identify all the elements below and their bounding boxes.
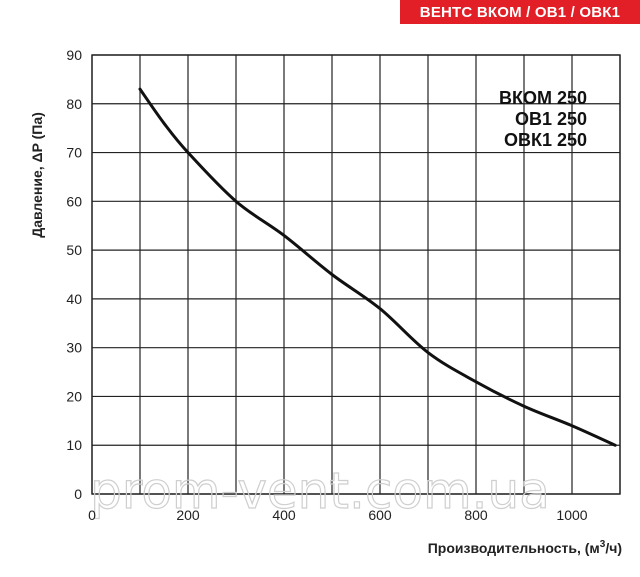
y-tick-label: 0	[74, 486, 82, 502]
header-banner: ВЕНТС ВКОМ / ОВ1 / ОВК1	[400, 0, 640, 24]
x-tick-label: 400	[272, 507, 296, 523]
y-tick-label: 40	[66, 291, 82, 307]
model-label: ВКОМ 250	[499, 88, 587, 108]
header-title: ВЕНТС ВКОМ / ОВ1 / ОВК1	[419, 3, 621, 21]
x-tick-label: 600	[368, 507, 392, 523]
y-tick-label: 30	[66, 340, 82, 356]
series-layer	[138, 87, 617, 447]
y-tick-label: 60	[66, 193, 82, 209]
x-tick-label: 800	[464, 507, 488, 523]
y-tick-label: 90	[66, 47, 82, 63]
x-axis-title: Производительность, (м3/ч)	[428, 539, 622, 556]
x-tick-label: 0	[88, 507, 96, 523]
y-axis-title: Давление, ΔP (Па)	[29, 112, 45, 238]
tick-labels: 0 10 20 30 40 50 60 70 80 90 0 200 400 600 800 1000	[66, 47, 587, 523]
model-label: ОВ1 250	[515, 109, 587, 129]
watermark-layer: prom-vent.com.ua	[90, 461, 551, 520]
model-label: ОВК1 250	[504, 130, 587, 150]
watermark-text: prom-vent.com.ua	[90, 462, 550, 520]
x-tick-label: 1000	[556, 507, 587, 523]
y-tick-label: 20	[66, 388, 82, 404]
grid	[91, 54, 621, 495]
y-tick-label: 70	[66, 145, 82, 161]
y-tick-label: 80	[66, 96, 82, 112]
series-line	[138, 87, 617, 447]
x-tick-label: 200	[176, 507, 200, 523]
y-tick-label: 50	[66, 242, 82, 258]
y-tick-label: 10	[66, 437, 82, 453]
plot-frame	[91, 54, 621, 495]
